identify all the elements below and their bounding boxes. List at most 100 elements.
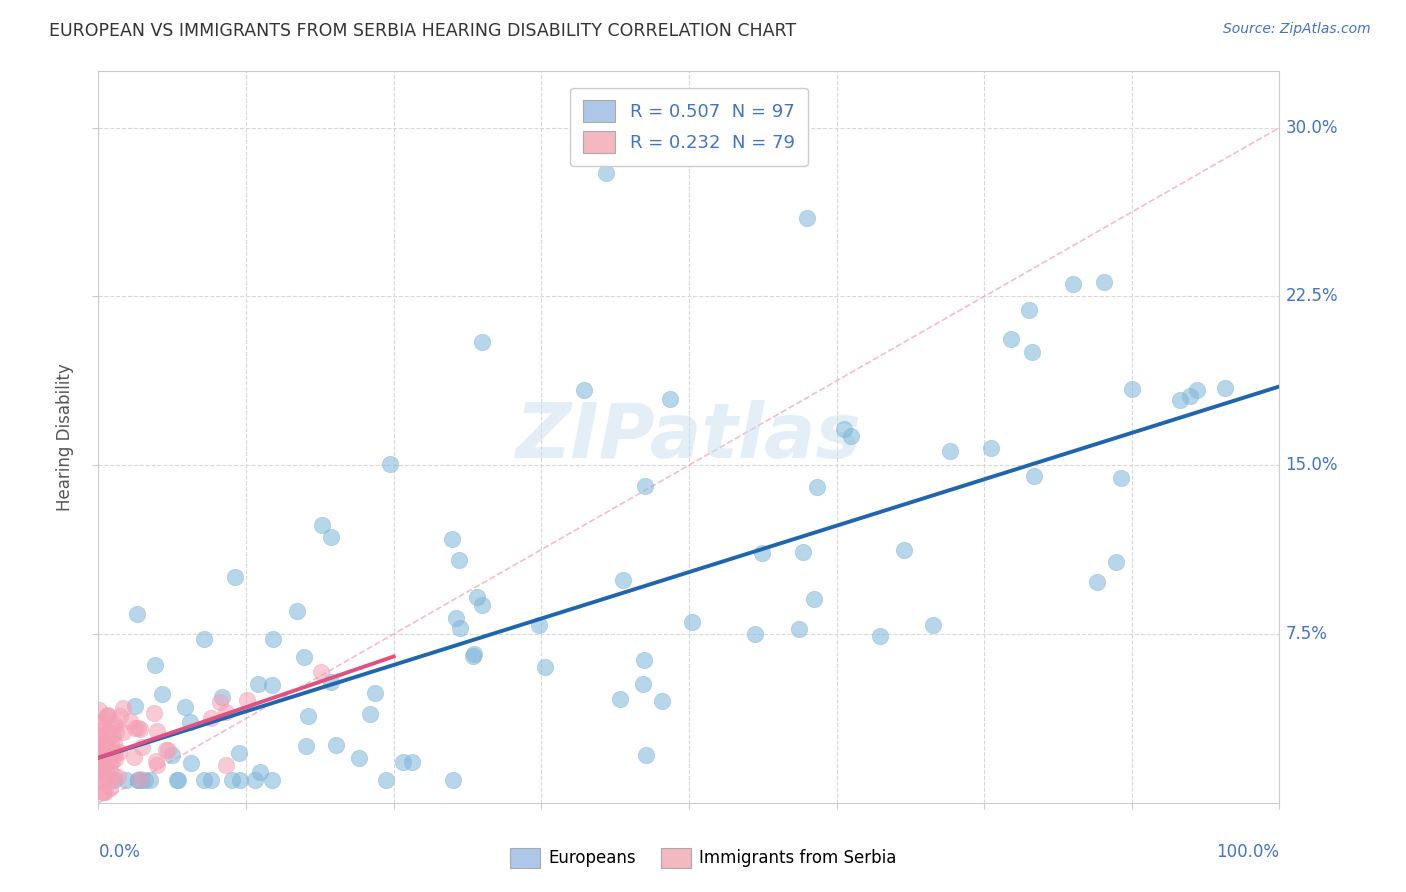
Point xyxy=(193,632,215,647)
Point xyxy=(156,743,179,757)
Point xyxy=(796,211,818,225)
Point xyxy=(131,740,153,755)
Point xyxy=(100,737,122,751)
Point xyxy=(1213,380,1236,394)
Point xyxy=(134,773,156,788)
Point xyxy=(193,773,215,788)
Point xyxy=(321,675,343,690)
Point xyxy=(228,746,250,760)
Point xyxy=(160,748,183,763)
Point xyxy=(221,773,243,788)
Point xyxy=(236,693,259,707)
Point xyxy=(166,773,188,788)
Point xyxy=(247,677,270,691)
Point xyxy=(118,714,141,728)
Point xyxy=(93,759,115,773)
Point xyxy=(91,752,114,766)
Point xyxy=(378,457,401,471)
Point xyxy=(89,703,111,717)
Point xyxy=(260,773,283,788)
Point xyxy=(834,422,856,436)
Point xyxy=(401,755,423,769)
Point xyxy=(94,745,117,759)
Point xyxy=(91,744,114,758)
Point xyxy=(922,617,945,632)
Point xyxy=(91,739,114,753)
Point xyxy=(260,678,283,692)
Point xyxy=(96,709,118,723)
Point xyxy=(93,740,115,755)
Point xyxy=(127,721,149,735)
Point xyxy=(441,773,464,788)
Point xyxy=(262,632,284,646)
Point xyxy=(139,773,162,788)
Point xyxy=(155,743,177,757)
Point xyxy=(127,773,149,788)
Point xyxy=(651,694,673,708)
Point xyxy=(1085,575,1108,590)
Point xyxy=(174,699,197,714)
Point xyxy=(101,727,124,741)
Point xyxy=(127,607,149,621)
Point xyxy=(294,649,316,664)
Y-axis label: Hearing Disability: Hearing Disability xyxy=(56,363,75,511)
Point xyxy=(179,714,201,729)
Point xyxy=(180,756,202,770)
Point xyxy=(87,744,110,758)
Point xyxy=(215,706,238,720)
Point xyxy=(463,647,485,661)
Point xyxy=(91,716,114,731)
Text: 0.0%: 0.0% xyxy=(98,843,141,861)
Point xyxy=(806,479,828,493)
Point xyxy=(108,745,131,759)
Point xyxy=(96,709,118,723)
Point xyxy=(447,552,470,566)
Text: 22.5%: 22.5% xyxy=(1285,287,1339,305)
Point xyxy=(145,754,167,768)
Text: 7.5%: 7.5% xyxy=(1285,625,1327,643)
Point xyxy=(98,773,121,788)
Point xyxy=(449,621,471,635)
Point xyxy=(93,765,115,780)
Point xyxy=(146,758,169,772)
Point xyxy=(658,392,681,406)
Point xyxy=(803,591,825,606)
Point xyxy=(127,773,149,788)
Point xyxy=(103,735,125,749)
Point xyxy=(1062,277,1084,291)
Point xyxy=(94,741,117,756)
Point xyxy=(91,746,114,760)
Point xyxy=(465,590,488,604)
Point xyxy=(129,773,152,788)
Text: EUROPEAN VS IMMIGRANTS FROM SERBIA HEARING DISABILITY CORRELATION CHART: EUROPEAN VS IMMIGRANTS FROM SERBIA HEARI… xyxy=(49,22,796,40)
Point xyxy=(104,725,127,739)
Point xyxy=(228,773,250,788)
Point xyxy=(112,725,135,739)
Legend: R = 0.507  N = 97, R = 0.232  N = 79: R = 0.507 N = 97, R = 0.232 N = 79 xyxy=(571,87,807,166)
Point xyxy=(104,752,127,766)
Point xyxy=(744,627,766,641)
Point xyxy=(787,622,810,636)
Point xyxy=(1021,345,1043,359)
Point xyxy=(471,334,494,349)
Point xyxy=(285,604,308,618)
Point xyxy=(101,754,124,768)
Point xyxy=(893,543,915,558)
Point xyxy=(595,166,617,180)
Point xyxy=(87,715,110,730)
Point xyxy=(1000,332,1022,346)
Text: Source: ZipAtlas.com: Source: ZipAtlas.com xyxy=(1223,22,1371,37)
Point xyxy=(98,724,121,739)
Text: 15.0%: 15.0% xyxy=(1285,456,1339,475)
Point xyxy=(103,719,125,733)
Point xyxy=(1187,383,1209,397)
Point xyxy=(94,735,117,749)
Point xyxy=(1092,275,1115,289)
Point xyxy=(90,756,112,770)
Point xyxy=(215,758,238,772)
Point xyxy=(129,722,152,736)
Point xyxy=(392,755,415,769)
Text: 30.0%: 30.0% xyxy=(1285,119,1339,136)
Point xyxy=(89,745,111,759)
Point xyxy=(471,599,494,613)
